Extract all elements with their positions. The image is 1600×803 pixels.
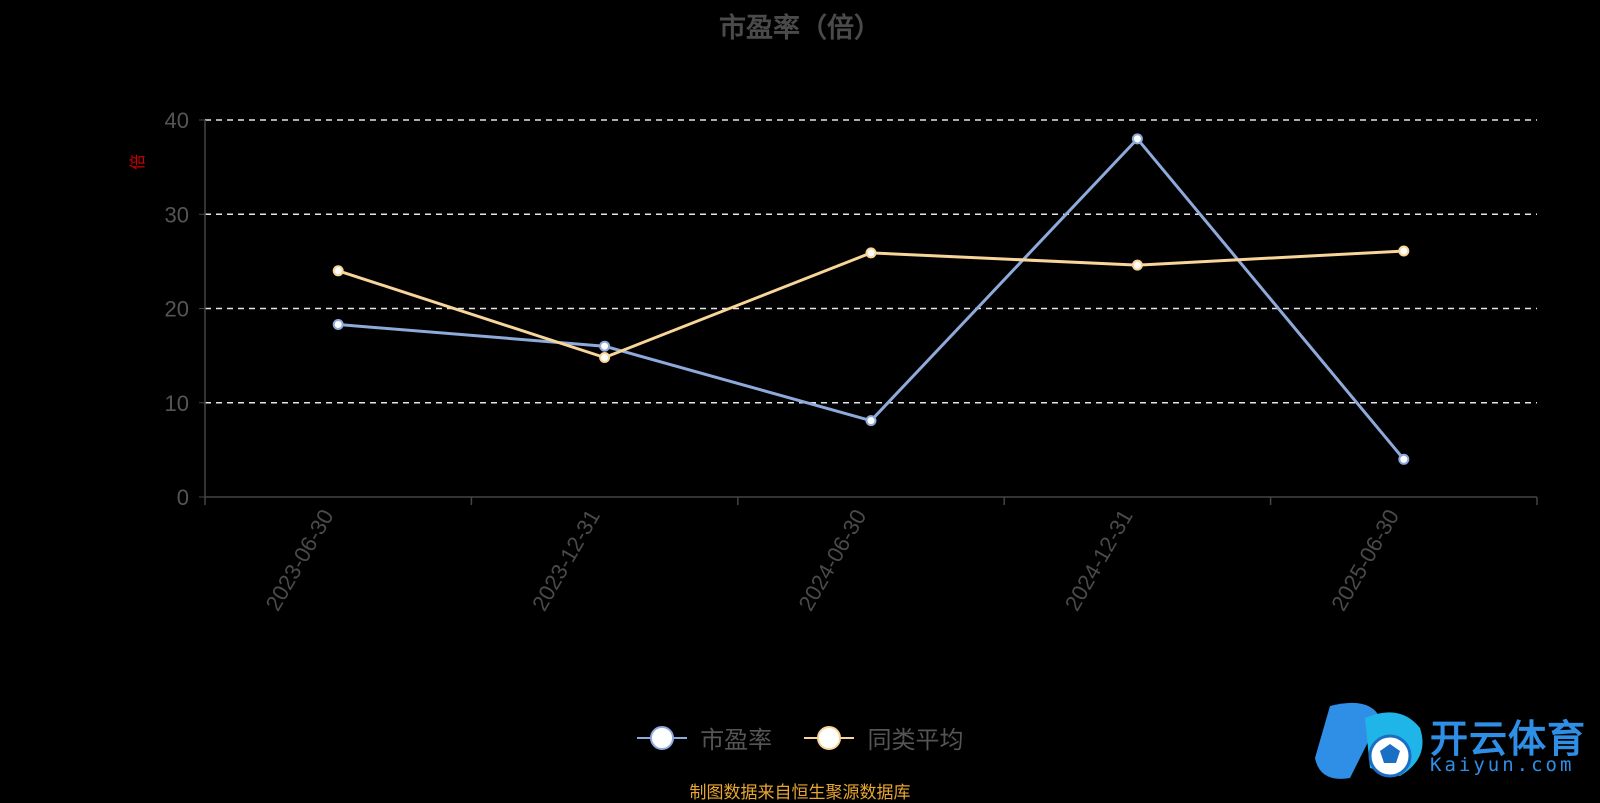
y-tick-label: 30 bbox=[165, 202, 189, 227]
x-tick-label: 2025-06-30 bbox=[1326, 505, 1404, 615]
legend-label: 同类平均 bbox=[867, 726, 964, 754]
x-tick-label: 2023-12-31 bbox=[527, 505, 605, 615]
y-axis-label: 倍 bbox=[128, 154, 147, 170]
y-tick-label: 40 bbox=[165, 108, 189, 133]
y-tick-label: 10 bbox=[165, 391, 189, 416]
legend-label: 市盈率 bbox=[700, 726, 773, 754]
y-tick-label: 20 bbox=[165, 297, 189, 322]
legend-item-pe[interactable]: 市盈率 bbox=[636, 720, 773, 755]
x-tick-label: 2024-12-31 bbox=[1060, 505, 1138, 615]
tick-labels: 0 10 20 30 40 倍 2023-06-30 2023-12-31 2024-06-30… bbox=[128, 108, 1404, 615]
data-point bbox=[1398, 453, 1410, 465]
axes bbox=[199, 119, 1538, 505]
logo-text-en: Kaiyun.com bbox=[1430, 754, 1575, 776]
grid-lines bbox=[205, 119, 1537, 404]
x-tick-label: 2024-06-30 bbox=[793, 505, 871, 615]
data-point bbox=[332, 265, 344, 277]
legend: 市盈率 同类平均 bbox=[0, 720, 1600, 755]
data-point bbox=[332, 319, 344, 331]
data-point bbox=[1131, 259, 1143, 271]
data-point bbox=[599, 352, 611, 364]
source-note: 制图数据来自恒生聚源数据库 bbox=[689, 783, 911, 803]
logo-k-shape bbox=[1315, 702, 1380, 779]
data-point bbox=[599, 340, 611, 352]
data-point bbox=[865, 247, 877, 259]
legend-item-peer-average[interactable]: 同类平均 bbox=[803, 720, 964, 755]
legend-swatch-pe bbox=[636, 725, 687, 751]
y-tick-label: 0 bbox=[177, 485, 189, 510]
chart-title: 市盈率（倍） bbox=[719, 13, 881, 44]
data-point bbox=[1398, 245, 1410, 257]
series-lines bbox=[332, 133, 1410, 465]
legend-swatch-peer-average bbox=[803, 725, 854, 751]
kaiyun-logo bbox=[1315, 702, 1423, 779]
series-line-0 bbox=[338, 137, 1405, 461]
data-point bbox=[1131, 133, 1143, 145]
logo-text-cn: 开云体育 bbox=[1430, 717, 1587, 761]
x-tick-label: 2023-06-30 bbox=[261, 505, 339, 615]
data-point bbox=[865, 415, 877, 427]
